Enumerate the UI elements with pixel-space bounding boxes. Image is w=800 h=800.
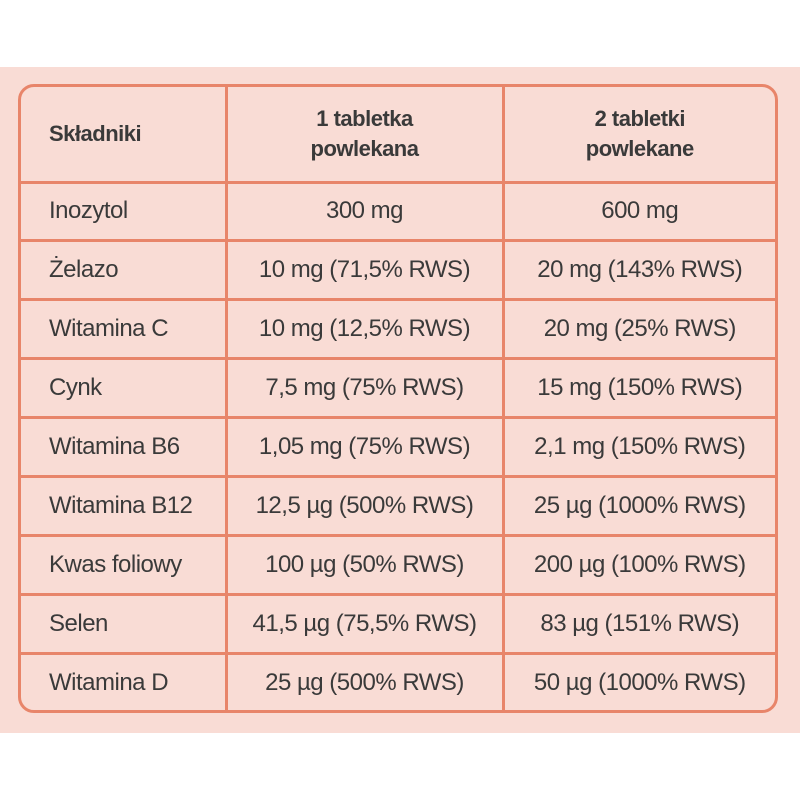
header-one-tablet-line2: powlekana	[310, 135, 419, 161]
dose-one-tablet: 41,5 µg (75,5% RWS)	[224, 593, 505, 656]
dose-two-tablets: 15 mg (150% RWS)	[501, 357, 775, 420]
dose-two-tablets: 2,1 mg (150% RWS)	[501, 416, 775, 479]
dose-one-tablet: 25 µg (500% RWS)	[224, 652, 505, 710]
header-two-tablets-line2: powlekane	[585, 135, 694, 161]
header-two-tablets: 2 tabletki powlekane	[501, 87, 775, 184]
dose-two-tablets: 200 µg (100% RWS)	[501, 534, 775, 597]
dose-two-tablets: 83 µg (151% RWS)	[501, 593, 775, 656]
ingredient-name: Kwas foliowy	[21, 534, 228, 597]
dose-two-tablets: 20 mg (143% RWS)	[501, 239, 775, 302]
ingredient-name: Żelazo	[21, 239, 228, 302]
dose-one-tablet: 12,5 µg (500% RWS)	[224, 475, 505, 538]
header-one-tablet: 1 tabletka powlekana	[224, 87, 505, 184]
ingredient-name: Witamina B6	[21, 416, 228, 479]
header-ingredients: Składniki	[21, 87, 228, 184]
ingredient-name: Selen	[21, 593, 228, 656]
dose-one-tablet: 10 mg (12,5% RWS)	[224, 298, 505, 361]
dose-one-tablet: 100 µg (50% RWS)	[224, 534, 505, 597]
ingredient-name: Witamina D	[21, 652, 228, 710]
nutrition-table-card: Składniki 1 tabletka powlekana 2 tabletk…	[18, 84, 778, 713]
dose-one-tablet: 10 mg (71,5% RWS)	[224, 239, 505, 302]
table-row: Kwas foliowy 100 µg (50% RWS) 200 µg (10…	[21, 534, 775, 597]
table-row: Witamina B6 1,05 mg (75% RWS) 2,1 mg (15…	[21, 416, 775, 479]
table-row: Żelazo 10 mg (71,5% RWS) 20 mg (143% RWS…	[21, 239, 775, 302]
header-two-tablets-line1: 2 tabletki	[594, 105, 686, 131]
dose-one-tablet: 300 mg	[224, 180, 505, 243]
table-row: Inozytol 300 mg 600 mg	[21, 180, 775, 243]
table-row: Cynk 7,5 mg (75% RWS) 15 mg (150% RWS)	[21, 357, 775, 420]
dose-two-tablets: 50 µg (1000% RWS)	[501, 652, 775, 710]
table-row: Selen 41,5 µg (75,5% RWS) 83 µg (151% RW…	[21, 593, 775, 656]
table-row: Witamina B12 12,5 µg (500% RWS) 25 µg (1…	[21, 475, 775, 538]
ingredient-name: Witamina C	[21, 298, 228, 361]
ingredients-table: Składniki 1 tabletka powlekana 2 tabletk…	[21, 87, 775, 710]
ingredient-name: Cynk	[21, 357, 228, 420]
header-one-tablet-line1: 1 tabletka	[316, 105, 413, 131]
table-row: Witamina C 10 mg (12,5% RWS) 20 mg (25% …	[21, 298, 775, 361]
dose-two-tablets: 600 mg	[501, 180, 775, 243]
table-row: Witamina D 25 µg (500% RWS) 50 µg (1000%…	[21, 652, 775, 710]
table-header-row: Składniki 1 tabletka powlekana 2 tabletk…	[21, 87, 775, 184]
dose-one-tablet: 7,5 mg (75% RWS)	[224, 357, 505, 420]
ingredient-name: Witamina B12	[21, 475, 228, 538]
dose-two-tablets: 25 µg (1000% RWS)	[501, 475, 775, 538]
ingredient-name: Inozytol	[21, 180, 228, 243]
dose-two-tablets: 20 mg (25% RWS)	[501, 298, 775, 361]
dose-one-tablet: 1,05 mg (75% RWS)	[224, 416, 505, 479]
